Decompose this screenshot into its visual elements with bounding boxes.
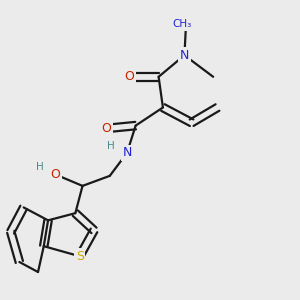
Text: N: N	[122, 146, 132, 159]
Text: N: N	[180, 49, 189, 62]
Text: S: S	[76, 250, 84, 263]
Text: H: H	[107, 141, 115, 151]
Text: O: O	[124, 70, 134, 83]
Text: O: O	[50, 168, 60, 181]
Text: H: H	[36, 162, 43, 172]
Text: O: O	[101, 122, 111, 135]
Text: CH₃: CH₃	[172, 19, 191, 29]
